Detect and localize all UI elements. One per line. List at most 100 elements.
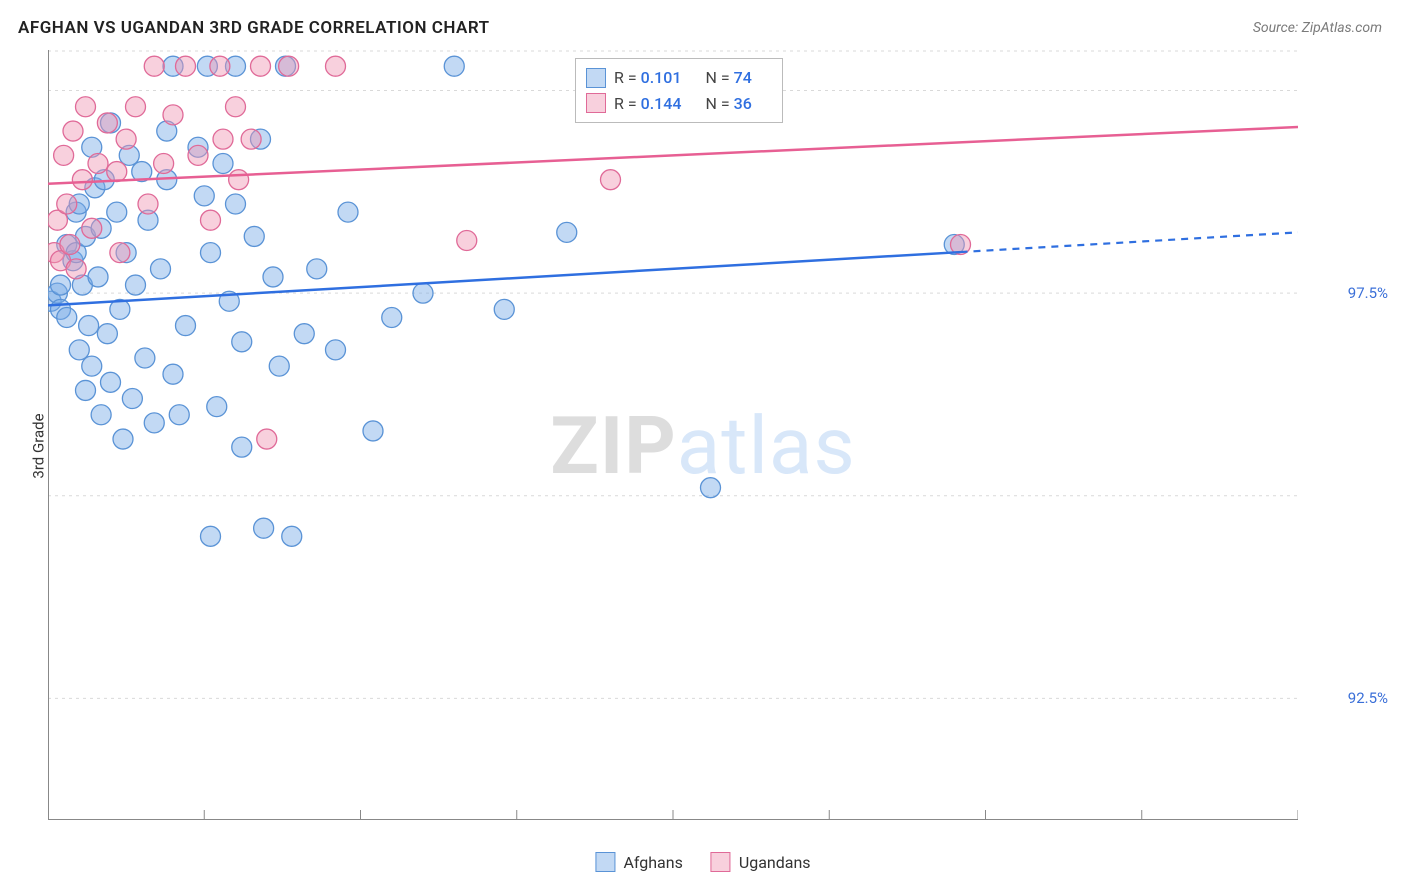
data-point [494, 299, 514, 319]
data-point [257, 429, 277, 449]
legend-series-item: Ugandans [711, 852, 811, 872]
data-point [88, 267, 108, 287]
chart-title: AFGHAN VS UGANDAN 3RD GRADE CORRELATION … [18, 18, 490, 38]
data-point [557, 222, 577, 242]
data-point [79, 316, 99, 336]
data-point [101, 372, 121, 392]
data-point [207, 397, 227, 417]
data-point [279, 56, 299, 76]
series-legend: Afghans Ugandans [595, 852, 810, 872]
data-point [213, 153, 233, 173]
data-point [82, 218, 102, 238]
data-point [382, 307, 402, 327]
data-point [110, 243, 130, 263]
data-point [135, 348, 155, 368]
data-point [201, 243, 221, 263]
data-point [107, 202, 127, 222]
y-tick-label: 97.5% [1348, 284, 1388, 302]
data-point [69, 340, 89, 360]
data-point [188, 145, 208, 165]
legend-r: R =0.144 [614, 91, 697, 117]
trend-line [48, 252, 961, 305]
data-point [254, 518, 274, 538]
data-point [57, 194, 77, 214]
data-point [60, 235, 80, 255]
data-point [144, 413, 164, 433]
legend-stats-row: R =0.101 N =74 [586, 65, 768, 91]
data-point [326, 340, 346, 360]
data-point [97, 113, 117, 133]
data-point [363, 421, 383, 441]
source-label: Source: ZipAtlas.com [1253, 20, 1382, 36]
data-point [326, 56, 346, 76]
y-tick-label: 92.5% [1348, 689, 1388, 707]
data-point [701, 478, 721, 498]
data-point [213, 129, 233, 149]
data-point [201, 210, 221, 230]
data-point [82, 356, 102, 376]
data-point [176, 316, 196, 336]
y-axis-label: 3rd Grade [30, 413, 48, 478]
legend-series-label: Afghans [623, 853, 682, 872]
legend-r: R =0.101 [614, 65, 697, 91]
data-point [54, 145, 74, 165]
stats-legend: R =0.101 N =74 R =0.144 N =36 [575, 58, 783, 123]
legend-swatch [586, 93, 606, 113]
data-point [338, 202, 358, 222]
data-point [116, 129, 136, 149]
data-point [269, 356, 289, 376]
scatter-plot [48, 50, 1298, 820]
data-point [88, 153, 108, 173]
data-point [107, 162, 127, 182]
data-point [51, 275, 71, 295]
data-point [210, 56, 230, 76]
data-point [444, 56, 464, 76]
data-point [201, 526, 221, 546]
data-point [169, 405, 189, 425]
data-point [282, 526, 302, 546]
data-point [66, 259, 86, 279]
data-point [126, 275, 146, 295]
data-point [226, 194, 246, 214]
legend-n: N =74 [705, 65, 767, 91]
legend-swatch [711, 852, 731, 872]
legend-swatch [595, 852, 615, 872]
data-point [232, 332, 252, 352]
legend-n: N =36 [705, 91, 767, 117]
data-point [163, 105, 183, 125]
data-point [307, 259, 327, 279]
data-point [63, 121, 83, 141]
data-point [601, 170, 621, 190]
data-point [151, 259, 171, 279]
data-point [154, 153, 174, 173]
data-point [457, 230, 477, 250]
legend-series-label: Ugandans [739, 853, 811, 872]
data-point [413, 283, 433, 303]
data-point [229, 170, 249, 190]
trend-line-extrapolated [961, 232, 1299, 252]
data-point [263, 267, 283, 287]
data-point [294, 324, 314, 344]
trend-line [48, 127, 1298, 184]
data-point [126, 97, 146, 117]
data-point [76, 97, 96, 117]
data-point [244, 226, 264, 246]
data-point [57, 307, 77, 327]
data-point [144, 56, 164, 76]
data-point [72, 170, 92, 190]
data-point [241, 129, 261, 149]
data-point [232, 437, 252, 457]
data-point [122, 389, 142, 409]
data-point [176, 56, 196, 76]
chart-container: AFGHAN VS UGANDAN 3RD GRADE CORRELATION … [0, 0, 1406, 892]
data-point [163, 364, 183, 384]
legend-swatch [586, 68, 606, 88]
data-point [91, 405, 111, 425]
legend-series-item: Afghans [595, 852, 682, 872]
data-point [226, 97, 246, 117]
data-point [251, 56, 271, 76]
data-point [194, 186, 214, 206]
legend-stats-row: R =0.144 N =36 [586, 91, 768, 117]
data-point [138, 194, 158, 214]
data-point [97, 324, 117, 344]
